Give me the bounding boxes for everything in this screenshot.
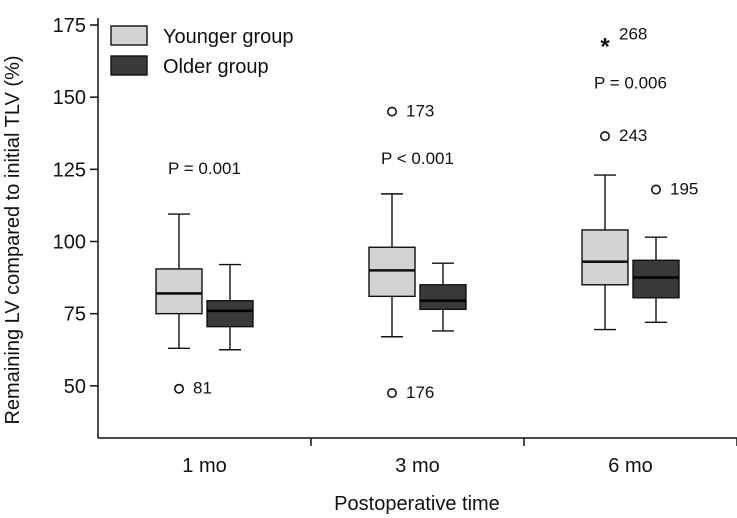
- y-tick-label: 100: [53, 232, 86, 254]
- outlier-195: 195: [650, 180, 698, 199]
- legend-swatch: [110, 25, 148, 46]
- outlier-circle-marker: [599, 131, 610, 142]
- x-tick-label: 3 mo: [395, 455, 439, 477]
- box-iqr: [206, 299, 254, 328]
- axes: 50 75 100 125 150 175 1 mo 3 mo 6 mo: [53, 15, 737, 477]
- outlier-label: 176: [406, 383, 434, 402]
- y-tick-label: 150: [53, 87, 86, 109]
- box-iqr: [419, 284, 467, 311]
- box-iqr: [155, 268, 203, 315]
- legend-label: Younger group: [163, 26, 294, 48]
- box-iqr: [581, 229, 629, 286]
- box-older-1mo: [206, 263, 254, 351]
- y-tick-label: 50: [64, 376, 86, 398]
- outlier-label: 81: [193, 379, 212, 398]
- legend-item-older: Older group: [110, 55, 269, 78]
- box-younger-1mo: [155, 213, 203, 350]
- legend-item-younger: Younger group: [110, 25, 294, 48]
- x-axis-label: Postoperative time: [334, 493, 500, 515]
- legend-swatch: [110, 55, 148, 76]
- p-value-annotation: P = 0.001: [168, 159, 241, 178]
- outlier-label: 195: [670, 180, 698, 199]
- y-axis-label: Remaining LV compared to initial TLV (%): [2, 55, 24, 424]
- outlier-circle-marker: [174, 383, 185, 394]
- outlier-268: * 268: [600, 24, 647, 60]
- outlier-81: 81: [174, 379, 212, 398]
- plot-area: 81 173 176 * 268 243 195 P = 0.001 P < 0.001 P = …: [155, 24, 698, 402]
- outlier-circle-marker: [386, 388, 397, 399]
- outlier-label: 173: [406, 102, 434, 121]
- p-value-annotation: P < 0.001: [381, 149, 454, 168]
- y-tick-label: 175: [53, 15, 86, 37]
- box-younger-3mo: [368, 193, 416, 338]
- x-tick-label: 6 mo: [608, 455, 652, 477]
- outlier-star-marker: *: [600, 33, 610, 60]
- box-iqr: [632, 259, 680, 299]
- outlier-243: 243: [599, 126, 647, 145]
- p-value-annotation: P = 0.006: [594, 74, 667, 93]
- legend: Younger group Older group: [110, 25, 294, 78]
- box-iqr: [368, 246, 416, 298]
- outlier-label: 268: [619, 24, 647, 43]
- x-tick-label: 1 mo: [182, 455, 226, 477]
- outlier-176: 176: [386, 383, 434, 402]
- outlier-circle-marker: [650, 184, 661, 195]
- outlier-label: 243: [619, 126, 647, 145]
- outlier-173: 173: [386, 102, 434, 121]
- box-older-6mo: [632, 236, 680, 324]
- box-older-3mo: [419, 262, 467, 332]
- box-younger-6mo: [581, 174, 629, 331]
- legend-label: Older group: [163, 56, 269, 78]
- y-tick-label: 75: [64, 304, 86, 326]
- y-tick-label: 125: [53, 159, 86, 181]
- outlier-circle-marker: [386, 106, 397, 117]
